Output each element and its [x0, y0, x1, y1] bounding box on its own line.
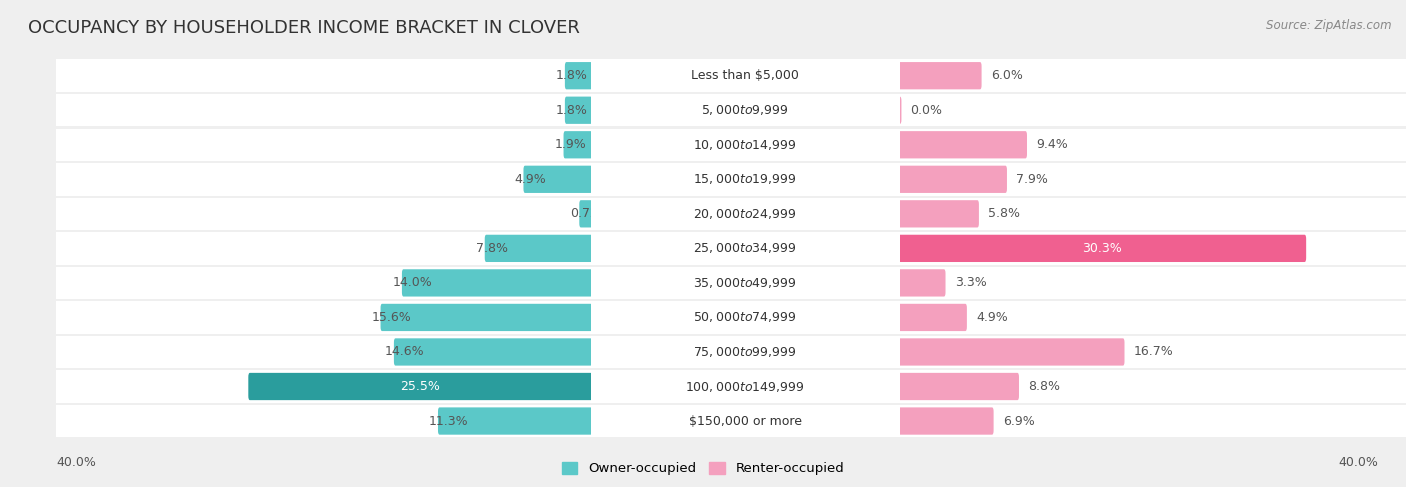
- FancyBboxPatch shape: [56, 59, 591, 92]
- FancyBboxPatch shape: [900, 405, 1406, 437]
- FancyBboxPatch shape: [439, 408, 592, 435]
- FancyBboxPatch shape: [565, 96, 592, 124]
- Text: 9.4%: 9.4%: [1036, 138, 1067, 151]
- FancyBboxPatch shape: [591, 405, 900, 437]
- FancyBboxPatch shape: [591, 301, 900, 334]
- FancyBboxPatch shape: [591, 59, 900, 92]
- FancyBboxPatch shape: [900, 336, 1406, 368]
- Text: 7.8%: 7.8%: [475, 242, 508, 255]
- FancyBboxPatch shape: [56, 267, 591, 299]
- FancyBboxPatch shape: [56, 370, 591, 403]
- Text: 4.9%: 4.9%: [976, 311, 1008, 324]
- FancyBboxPatch shape: [591, 370, 900, 403]
- Text: Less than $5,000: Less than $5,000: [692, 69, 799, 82]
- Text: 1.8%: 1.8%: [555, 69, 588, 82]
- FancyBboxPatch shape: [898, 131, 1026, 158]
- FancyBboxPatch shape: [565, 62, 592, 89]
- Text: 25.5%: 25.5%: [401, 380, 440, 393]
- FancyBboxPatch shape: [56, 336, 591, 368]
- FancyBboxPatch shape: [56, 198, 591, 230]
- Text: 5.8%: 5.8%: [988, 207, 1019, 220]
- FancyBboxPatch shape: [900, 129, 1406, 161]
- FancyBboxPatch shape: [56, 301, 591, 334]
- FancyBboxPatch shape: [900, 267, 1406, 299]
- FancyBboxPatch shape: [591, 198, 900, 230]
- Text: 30.3%: 30.3%: [1083, 242, 1122, 255]
- FancyBboxPatch shape: [900, 59, 1406, 92]
- Text: $50,000 to $74,999: $50,000 to $74,999: [693, 310, 797, 324]
- Text: $20,000 to $24,999: $20,000 to $24,999: [693, 207, 797, 221]
- FancyBboxPatch shape: [402, 269, 592, 297]
- FancyBboxPatch shape: [898, 200, 979, 227]
- FancyBboxPatch shape: [898, 304, 967, 331]
- FancyBboxPatch shape: [900, 232, 1406, 264]
- Text: $100,000 to $149,999: $100,000 to $149,999: [686, 379, 804, 393]
- FancyBboxPatch shape: [56, 405, 591, 437]
- FancyBboxPatch shape: [898, 269, 945, 297]
- FancyBboxPatch shape: [523, 166, 592, 193]
- FancyBboxPatch shape: [898, 62, 981, 89]
- FancyBboxPatch shape: [900, 198, 1406, 230]
- Text: 6.0%: 6.0%: [991, 69, 1022, 82]
- Text: 40.0%: 40.0%: [56, 456, 96, 469]
- Text: 14.0%: 14.0%: [392, 277, 433, 289]
- Text: $10,000 to $14,999: $10,000 to $14,999: [693, 138, 797, 152]
- Text: 1.8%: 1.8%: [555, 104, 588, 117]
- Text: 8.8%: 8.8%: [1028, 380, 1060, 393]
- Text: $5,000 to $9,999: $5,000 to $9,999: [702, 103, 789, 117]
- Text: 16.7%: 16.7%: [1133, 345, 1174, 358]
- FancyBboxPatch shape: [591, 94, 900, 127]
- FancyBboxPatch shape: [394, 338, 592, 366]
- FancyBboxPatch shape: [591, 129, 900, 161]
- FancyBboxPatch shape: [898, 166, 1007, 193]
- FancyBboxPatch shape: [898, 235, 1306, 262]
- FancyBboxPatch shape: [900, 370, 1406, 403]
- FancyBboxPatch shape: [898, 338, 1125, 366]
- FancyBboxPatch shape: [898, 96, 901, 124]
- FancyBboxPatch shape: [900, 94, 1406, 127]
- Text: OCCUPANCY BY HOUSEHOLDER INCOME BRACKET IN CLOVER: OCCUPANCY BY HOUSEHOLDER INCOME BRACKET …: [28, 19, 581, 37]
- FancyBboxPatch shape: [56, 232, 591, 264]
- Text: Source: ZipAtlas.com: Source: ZipAtlas.com: [1267, 19, 1392, 33]
- FancyBboxPatch shape: [249, 373, 592, 400]
- FancyBboxPatch shape: [591, 336, 900, 368]
- Text: 15.6%: 15.6%: [371, 311, 411, 324]
- FancyBboxPatch shape: [898, 408, 994, 435]
- FancyBboxPatch shape: [900, 163, 1406, 196]
- Text: 40.0%: 40.0%: [1339, 456, 1378, 469]
- Text: 4.9%: 4.9%: [515, 173, 546, 186]
- Text: 6.9%: 6.9%: [1002, 414, 1035, 428]
- FancyBboxPatch shape: [591, 232, 900, 264]
- Text: $25,000 to $34,999: $25,000 to $34,999: [693, 242, 797, 255]
- FancyBboxPatch shape: [898, 373, 1019, 400]
- FancyBboxPatch shape: [900, 301, 1406, 334]
- FancyBboxPatch shape: [591, 163, 900, 196]
- Text: 0.0%: 0.0%: [911, 104, 942, 117]
- Text: 0.72%: 0.72%: [571, 207, 610, 220]
- Text: 14.6%: 14.6%: [385, 345, 425, 358]
- Text: 7.9%: 7.9%: [1017, 173, 1047, 186]
- Text: 1.9%: 1.9%: [554, 138, 586, 151]
- Text: 11.3%: 11.3%: [429, 414, 468, 428]
- Text: $150,000 or more: $150,000 or more: [689, 414, 801, 428]
- FancyBboxPatch shape: [485, 235, 592, 262]
- FancyBboxPatch shape: [56, 163, 591, 196]
- Text: 3.3%: 3.3%: [955, 277, 987, 289]
- FancyBboxPatch shape: [381, 304, 592, 331]
- FancyBboxPatch shape: [579, 200, 592, 227]
- FancyBboxPatch shape: [56, 129, 591, 161]
- FancyBboxPatch shape: [564, 131, 592, 158]
- FancyBboxPatch shape: [591, 267, 900, 299]
- Text: $75,000 to $99,999: $75,000 to $99,999: [693, 345, 797, 359]
- Text: $35,000 to $49,999: $35,000 to $49,999: [693, 276, 797, 290]
- Legend: Owner-occupied, Renter-occupied: Owner-occupied, Renter-occupied: [557, 456, 849, 480]
- FancyBboxPatch shape: [56, 94, 591, 127]
- Text: $15,000 to $19,999: $15,000 to $19,999: [693, 172, 797, 187]
